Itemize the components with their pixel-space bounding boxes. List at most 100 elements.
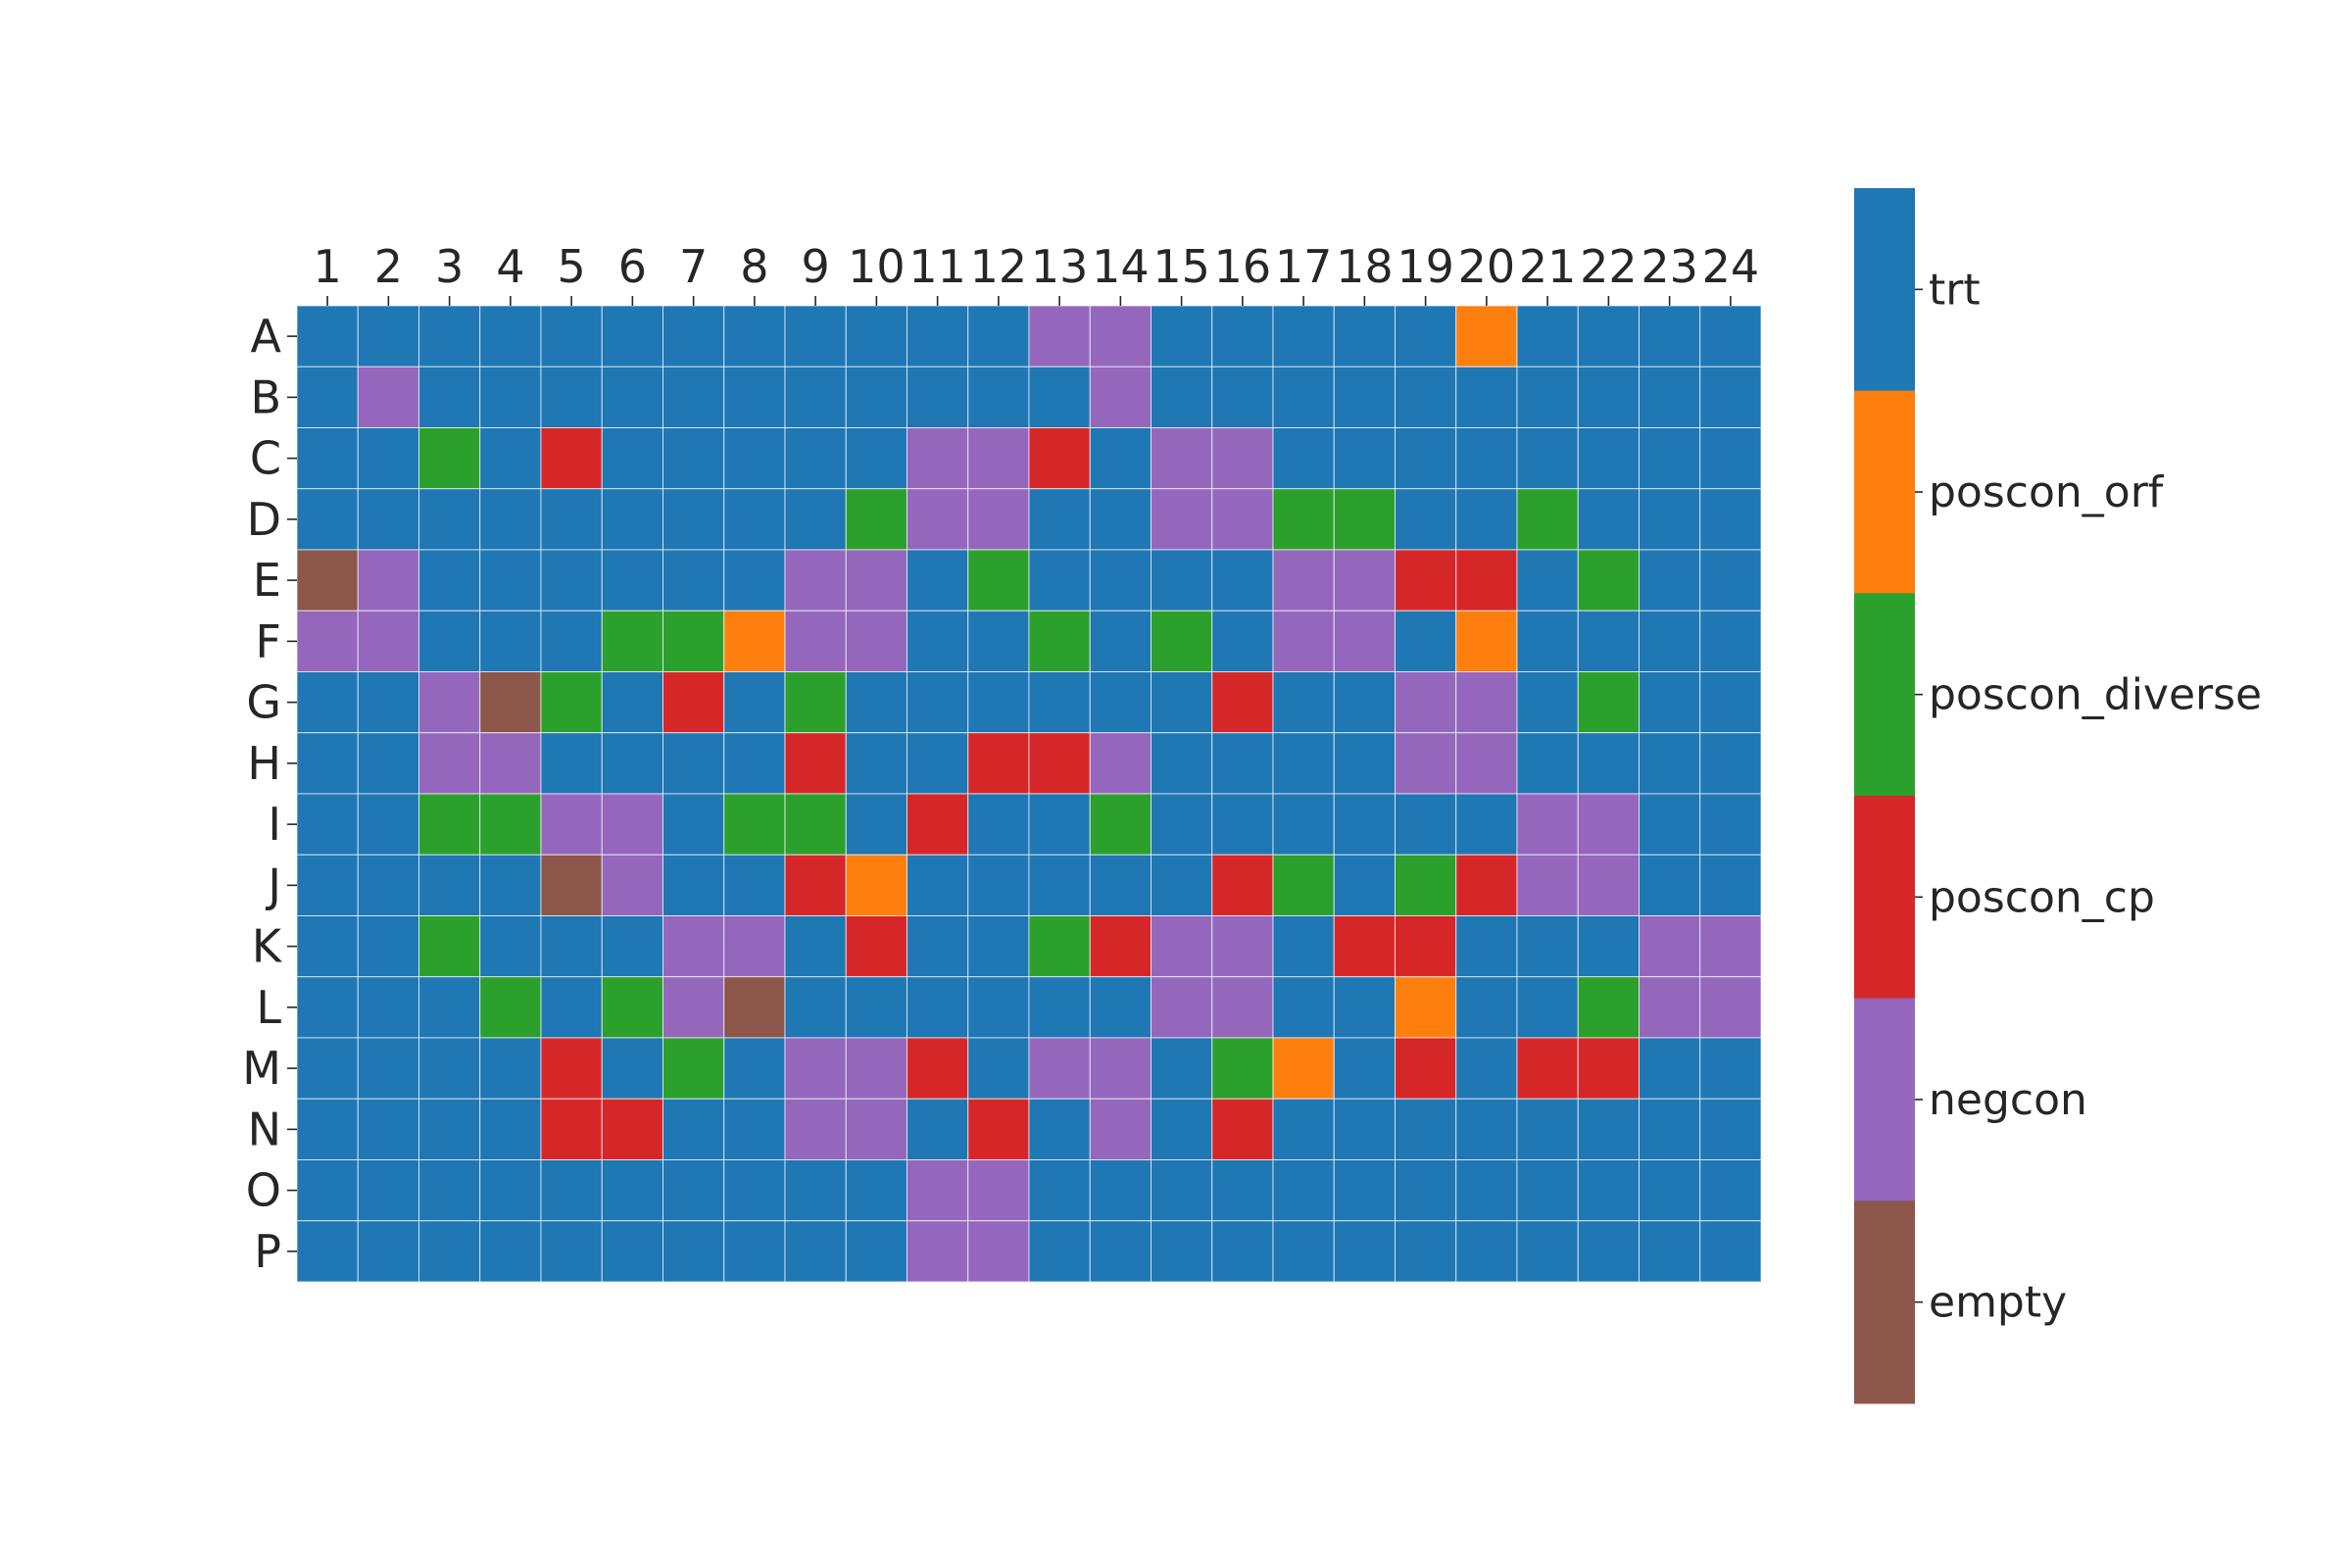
heatmap-cell-C14 [1089, 427, 1152, 490]
heatmap-cell-M14 [1089, 1037, 1152, 1100]
heatmap-cell-M22 [1577, 1037, 1640, 1100]
heatmap-cell-D15 [1151, 488, 1213, 551]
heatmap-cell-F5 [540, 610, 603, 672]
heatmap-cell-A24 [1699, 305, 1762, 368]
heatmap-cell-M10 [845, 1037, 907, 1100]
heatmap-cell-C24 [1699, 427, 1762, 490]
heatmap-cell-E18 [1333, 549, 1396, 612]
heatmap-cell-B22 [1577, 366, 1640, 428]
column-tick-label: 5 [557, 240, 585, 293]
heatmap-cell-N14 [1089, 1098, 1152, 1160]
heatmap-cell-N3 [418, 1098, 481, 1160]
row-tick-label: K [252, 920, 283, 973]
heatmap-cell-K24 [1699, 915, 1762, 978]
heatmap-cell-D20 [1455, 488, 1518, 551]
heatmap-cell-C8 [723, 427, 786, 490]
heatmap-cell-P17 [1272, 1220, 1335, 1283]
heatmap-cell-M24 [1699, 1037, 1762, 1100]
heatmap-cell-B6 [601, 366, 663, 428]
row-tick-label: O [246, 1164, 281, 1217]
heatmap-cell-O7 [662, 1159, 725, 1222]
heatmap-cell-F1 [296, 610, 359, 672]
heatmap-cell-M5 [540, 1037, 603, 1100]
heatmap-cell-F13 [1028, 610, 1091, 672]
heatmap-cell-B11 [906, 366, 969, 428]
heatmap-cell-L15 [1151, 976, 1213, 1039]
heatmap-cell-C2 [357, 427, 419, 490]
heatmap-cell-C21 [1516, 427, 1579, 490]
heatmap-cell-H1 [296, 732, 359, 795]
heatmap-cell-I6 [601, 793, 663, 856]
legend-label-poscon-cp: poscon_cp [1929, 872, 2155, 922]
heatmap-cell-L4 [479, 976, 542, 1039]
heatmap-cell-B23 [1639, 366, 1701, 428]
legend-label-poscon-diverse: poscon_diverse [1929, 670, 2262, 720]
heatmap-cell-A6 [601, 305, 663, 368]
heatmap-cell-K12 [967, 915, 1030, 978]
heatmap-cell-I4 [479, 793, 542, 856]
heatmap-cell-M6 [601, 1037, 663, 1100]
heatmap-cell-O24 [1699, 1159, 1762, 1222]
heatmap-cell-N19 [1395, 1098, 1457, 1160]
heatmap-cell-M20 [1455, 1037, 1518, 1100]
heatmap-cell-P1 [296, 1220, 359, 1283]
heatmap-cell-K5 [540, 915, 603, 978]
heatmap-cell-A14 [1089, 305, 1152, 368]
heatmap-cell-L21 [1516, 976, 1579, 1039]
heatmap-cell-M8 [723, 1037, 786, 1100]
column-tick-label: 15 [1152, 240, 1210, 293]
heatmap-cell-P21 [1516, 1220, 1579, 1283]
heatmap-cell-C17 [1272, 427, 1335, 490]
heatmap-cell-L11 [906, 976, 969, 1039]
heatmap-cell-C12 [967, 427, 1030, 490]
row-tick-label: F [256, 614, 281, 667]
heatmap-cell-N8 [723, 1098, 786, 1160]
heatmap-cell-B5 [540, 366, 603, 428]
column-tick-label: 9 [801, 240, 829, 293]
column-tick-label: 3 [435, 240, 464, 293]
heatmap-cell-F21 [1516, 610, 1579, 672]
heatmap-cell-O20 [1455, 1159, 1518, 1222]
heatmap-cell-G22 [1577, 671, 1640, 734]
heatmap-cell-P24 [1699, 1220, 1762, 1283]
legend-swatch-trt [1854, 188, 1915, 392]
heatmap-cell-J19 [1395, 854, 1457, 916]
heatmap-cell-J12 [967, 854, 1030, 916]
heatmap-cell-G4 [479, 671, 542, 734]
heatmap-cell-G10 [845, 671, 907, 734]
heatmap-cell-A18 [1333, 305, 1396, 368]
heatmap-cell-N11 [906, 1098, 969, 1160]
heatmap-cell-K14 [1089, 915, 1152, 978]
heatmap-cell-B14 [1089, 366, 1152, 428]
heatmap-cell-G18 [1333, 671, 1396, 734]
heatmap-cell-B19 [1395, 366, 1457, 428]
heatmap-cell-D5 [540, 488, 603, 551]
heatmap-cell-N4 [479, 1098, 542, 1160]
heatmap-cell-J21 [1516, 854, 1579, 916]
heatmap-cell-B24 [1699, 366, 1762, 428]
heatmap-cell-M16 [1211, 1037, 1274, 1100]
heatmap-cell-E16 [1211, 549, 1274, 612]
heatmap-cell-D21 [1516, 488, 1579, 551]
heatmap-cell-I17 [1272, 793, 1335, 856]
heatmap-cell-O1 [296, 1159, 359, 1222]
heatmap-cell-J15 [1151, 854, 1213, 916]
heatmap-cell-O21 [1516, 1159, 1579, 1222]
heatmap-cell-N6 [601, 1098, 663, 1160]
heatmap-cell-P18 [1333, 1220, 1396, 1283]
heatmap-cell-C15 [1151, 427, 1213, 490]
heatmap-cell-P12 [967, 1220, 1030, 1283]
heatmap-cell-A1 [296, 305, 359, 368]
heatmap-cell-G21 [1516, 671, 1579, 734]
heatmap-cell-O9 [784, 1159, 847, 1222]
heatmap-cell-L2 [357, 976, 419, 1039]
heatmap-cell-E10 [845, 549, 907, 612]
heatmap-cell-D12 [967, 488, 1030, 551]
heatmap-cell-F7 [662, 610, 725, 672]
heatmap-cell-P3 [418, 1220, 481, 1283]
heatmap-cell-D8 [723, 488, 786, 551]
heatmap-cell-A9 [784, 305, 847, 368]
heatmap-cell-H7 [662, 732, 725, 795]
heatmap-cell-B4 [479, 366, 542, 428]
heatmap-cell-F15 [1151, 610, 1213, 672]
